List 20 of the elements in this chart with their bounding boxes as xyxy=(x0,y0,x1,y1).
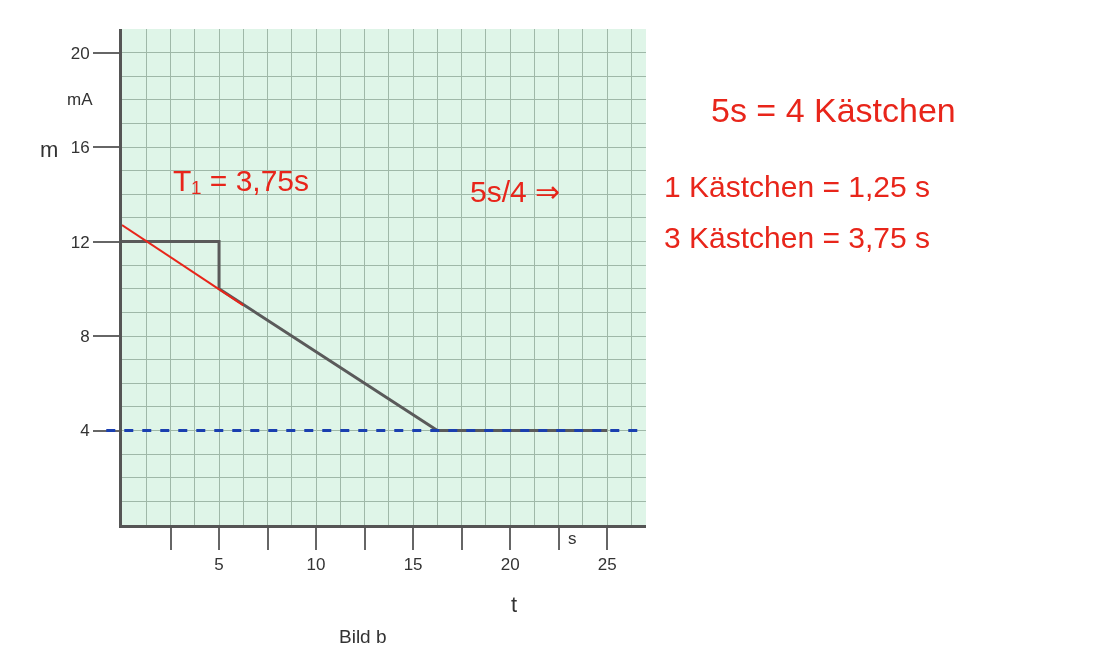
text: mA xyxy=(67,90,94,109)
y-tick-label: 20 xyxy=(70,43,90,63)
x-tick-label: 20 xyxy=(500,555,520,575)
x-tick-label: 10 xyxy=(306,555,326,575)
text: Bild b xyxy=(339,626,387,647)
y-tick-label: 16 xyxy=(70,138,90,158)
text: 3 Kästchen = 3,75 s xyxy=(664,221,931,254)
y-axis-title: m xyxy=(40,137,59,162)
x-axis-title: t xyxy=(511,592,518,617)
x-tick-label: 15 xyxy=(403,555,423,575)
text: 1 Kästchen = 1,25 s xyxy=(664,170,931,203)
x-tick-label: 25 xyxy=(597,555,617,575)
y-tick-label: 12 xyxy=(70,232,90,252)
y-tick-label: 8 xyxy=(80,327,90,346)
annotation: T₁ = 3,75s xyxy=(173,164,310,197)
annotation: 5s/4 ⇒ xyxy=(470,175,561,208)
x-tick-label: 5 xyxy=(214,555,224,575)
text: 5s = 4 Kästchen xyxy=(711,91,956,129)
y-tick-label: 4 xyxy=(80,421,90,441)
text: s xyxy=(568,529,577,548)
